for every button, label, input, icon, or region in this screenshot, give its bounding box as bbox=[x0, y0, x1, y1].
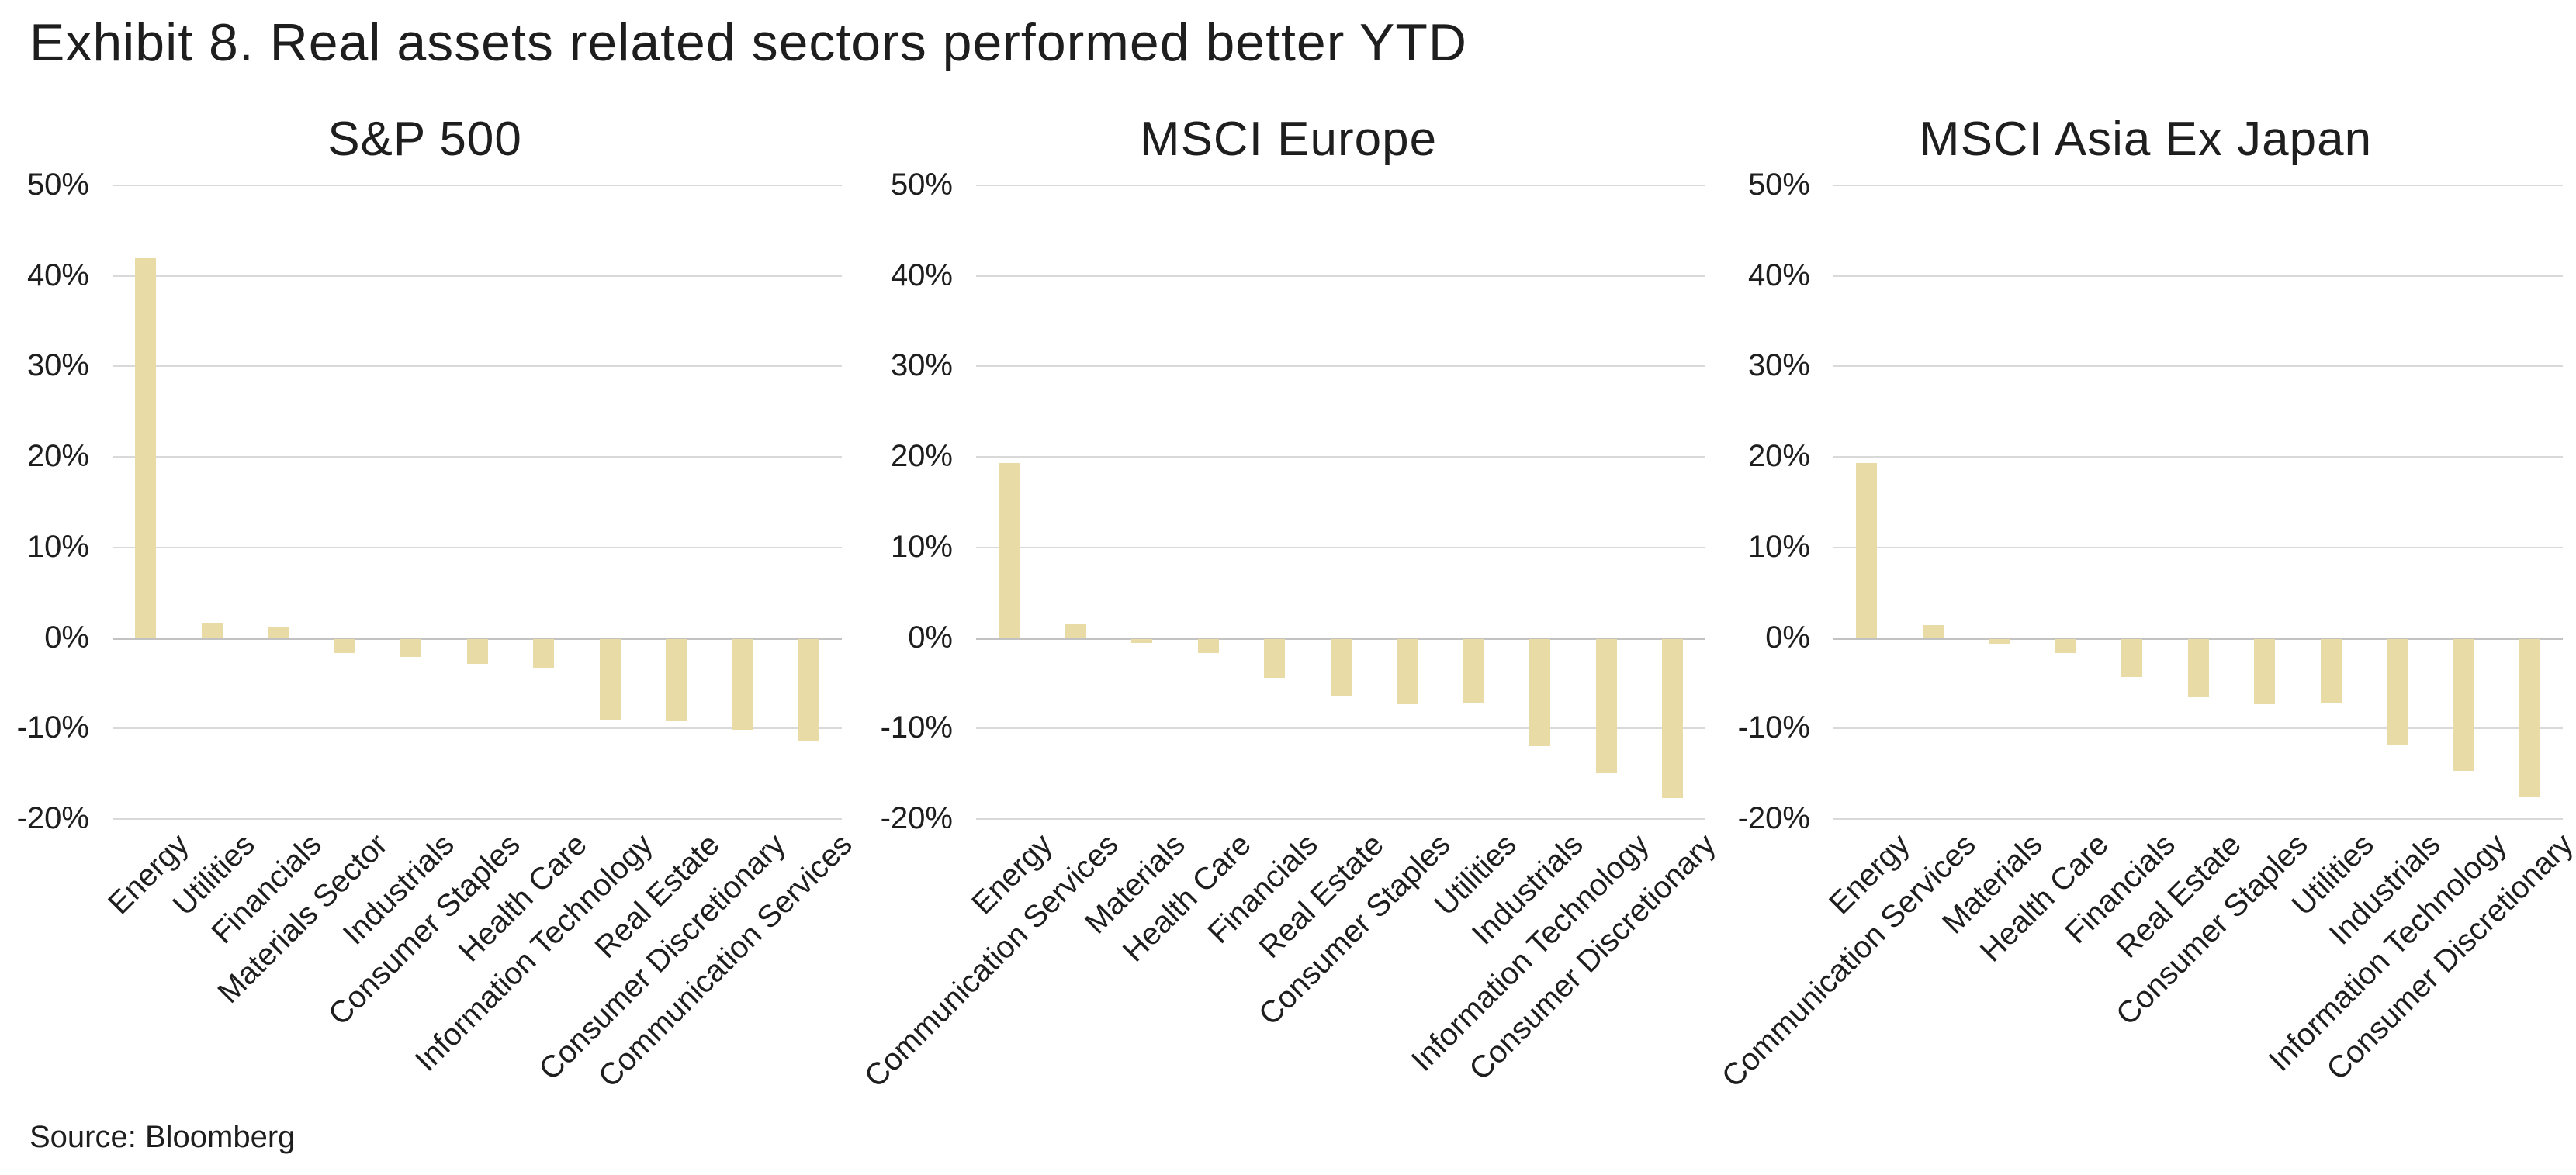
gridline bbox=[113, 818, 842, 820]
y-tick-label: 10% bbox=[890, 530, 953, 564]
y-tick-label: -20% bbox=[16, 801, 89, 835]
bar-consumer-staples bbox=[1397, 639, 1418, 704]
bar-communication-services bbox=[798, 639, 819, 741]
chart-title: MSCI Asia Ex Japan bbox=[1919, 112, 2373, 166]
bar-information-technology bbox=[1596, 639, 1617, 773]
bar-real-estate bbox=[2188, 639, 2209, 697]
bar-industrials bbox=[2387, 639, 2408, 745]
bar-information-technology bbox=[2453, 639, 2474, 771]
bar-real-estate bbox=[666, 639, 687, 721]
bar-financials bbox=[2121, 639, 2142, 677]
y-tick-label: 40% bbox=[26, 258, 89, 292]
y-tick-label: 40% bbox=[890, 258, 953, 292]
source-note: Source: Bloomberg bbox=[29, 1120, 296, 1154]
y-tick-label: -10% bbox=[1737, 710, 1810, 745]
y-tick-label: 10% bbox=[1747, 530, 1810, 564]
chart-sp500: S&P 500 50% 40% 30% 20% 10% 0% -10% -20% Energy Ut… bbox=[0, 0, 858, 1175]
bar-industrials bbox=[400, 639, 421, 657]
chart-msci-europe: MSCI Europe 50% 40% 30% 20% 10% 0% -10% -20% Ener… bbox=[819, 0, 1719, 1175]
bar-communication-services bbox=[1065, 624, 1086, 638]
bar-consumer-staples bbox=[467, 639, 488, 664]
category-label-communication-services: Communication Services bbox=[1715, 827, 1982, 1094]
bar-health-care bbox=[1198, 639, 1219, 653]
bar-consumer-discretionary bbox=[2519, 639, 2540, 797]
y-tick-label: 40% bbox=[1747, 258, 1810, 292]
y-tick-label: -20% bbox=[880, 801, 953, 835]
bar-utilities bbox=[1463, 639, 1484, 703]
page-title: Exhibit 8. Real assets related sectors p… bbox=[29, 13, 1467, 72]
bar-energy bbox=[999, 463, 1020, 638]
bar-industrials bbox=[1529, 639, 1550, 746]
gridline bbox=[113, 456, 842, 458]
zero-axis-line bbox=[1833, 638, 2563, 640]
y-tick-label: 10% bbox=[26, 530, 89, 564]
chart-title: MSCI Europe bbox=[1139, 112, 1438, 166]
y-tick-label: 50% bbox=[26, 168, 89, 202]
y-tick-label: -10% bbox=[880, 710, 953, 745]
gridline bbox=[976, 547, 1705, 548]
y-tick-label: 50% bbox=[1747, 168, 1810, 202]
gridline bbox=[976, 185, 1705, 186]
bar-health-care bbox=[2055, 639, 2076, 653]
bar-materials bbox=[1989, 639, 2010, 644]
y-tick-label: -20% bbox=[1737, 801, 1810, 835]
y-tick-label: 0% bbox=[44, 620, 89, 655]
bar-financials bbox=[268, 627, 289, 638]
gridline bbox=[1833, 547, 2563, 548]
gridline bbox=[1833, 818, 2563, 820]
y-tick-label: 0% bbox=[908, 620, 953, 655]
gridline bbox=[976, 727, 1705, 729]
y-tick-label: 30% bbox=[1747, 348, 1810, 382]
y-tick-label: -10% bbox=[16, 710, 89, 745]
bar-consumer-staples bbox=[2254, 639, 2275, 704]
bar-energy bbox=[1856, 463, 1877, 638]
gridline bbox=[976, 818, 1705, 820]
bar-consumer-discretionary bbox=[732, 639, 753, 730]
bar-materials bbox=[1131, 639, 1152, 643]
category-label-communication-services: Communication Services bbox=[857, 827, 1125, 1094]
gridline bbox=[1833, 456, 2563, 458]
gridline bbox=[1833, 275, 2563, 277]
bar-utilities bbox=[2321, 639, 2342, 703]
gridline bbox=[976, 365, 1705, 367]
gridline bbox=[976, 456, 1705, 458]
bar-consumer-discretionary bbox=[1662, 639, 1683, 798]
gridline bbox=[1833, 727, 2563, 729]
y-tick-label: 30% bbox=[890, 348, 953, 382]
bar-energy bbox=[135, 258, 156, 638]
zero-axis-line bbox=[113, 638, 842, 640]
bar-real-estate bbox=[1331, 639, 1352, 696]
gridline bbox=[113, 185, 842, 186]
y-tick-label: 20% bbox=[890, 439, 953, 473]
gridline bbox=[1833, 365, 2563, 367]
zero-axis-line bbox=[976, 638, 1705, 640]
bar-materials-sector bbox=[334, 639, 355, 653]
gridline bbox=[113, 365, 842, 367]
bar-financials bbox=[1264, 639, 1285, 678]
chart-title: S&P 500 bbox=[327, 112, 522, 166]
gridline bbox=[1833, 185, 2563, 186]
gridline bbox=[976, 275, 1705, 277]
y-tick-label: 20% bbox=[1747, 439, 1810, 473]
bar-information-technology bbox=[600, 639, 621, 720]
chart-msci-asia-ex-japan: MSCI Asia Ex Japan 50% 40% 30% 20% 10% 0% -10% -… bbox=[1681, 0, 2576, 1175]
gridline bbox=[113, 275, 842, 277]
gridline bbox=[113, 727, 842, 729]
y-tick-label: 0% bbox=[1765, 620, 1810, 655]
gridline bbox=[113, 547, 842, 548]
y-tick-label: 50% bbox=[890, 168, 953, 202]
y-tick-label: 30% bbox=[26, 348, 89, 382]
y-tick-label: 20% bbox=[26, 439, 89, 473]
bar-utilities bbox=[202, 623, 223, 638]
bar-communication-services bbox=[1923, 625, 1944, 638]
bar-health-care bbox=[533, 639, 554, 668]
